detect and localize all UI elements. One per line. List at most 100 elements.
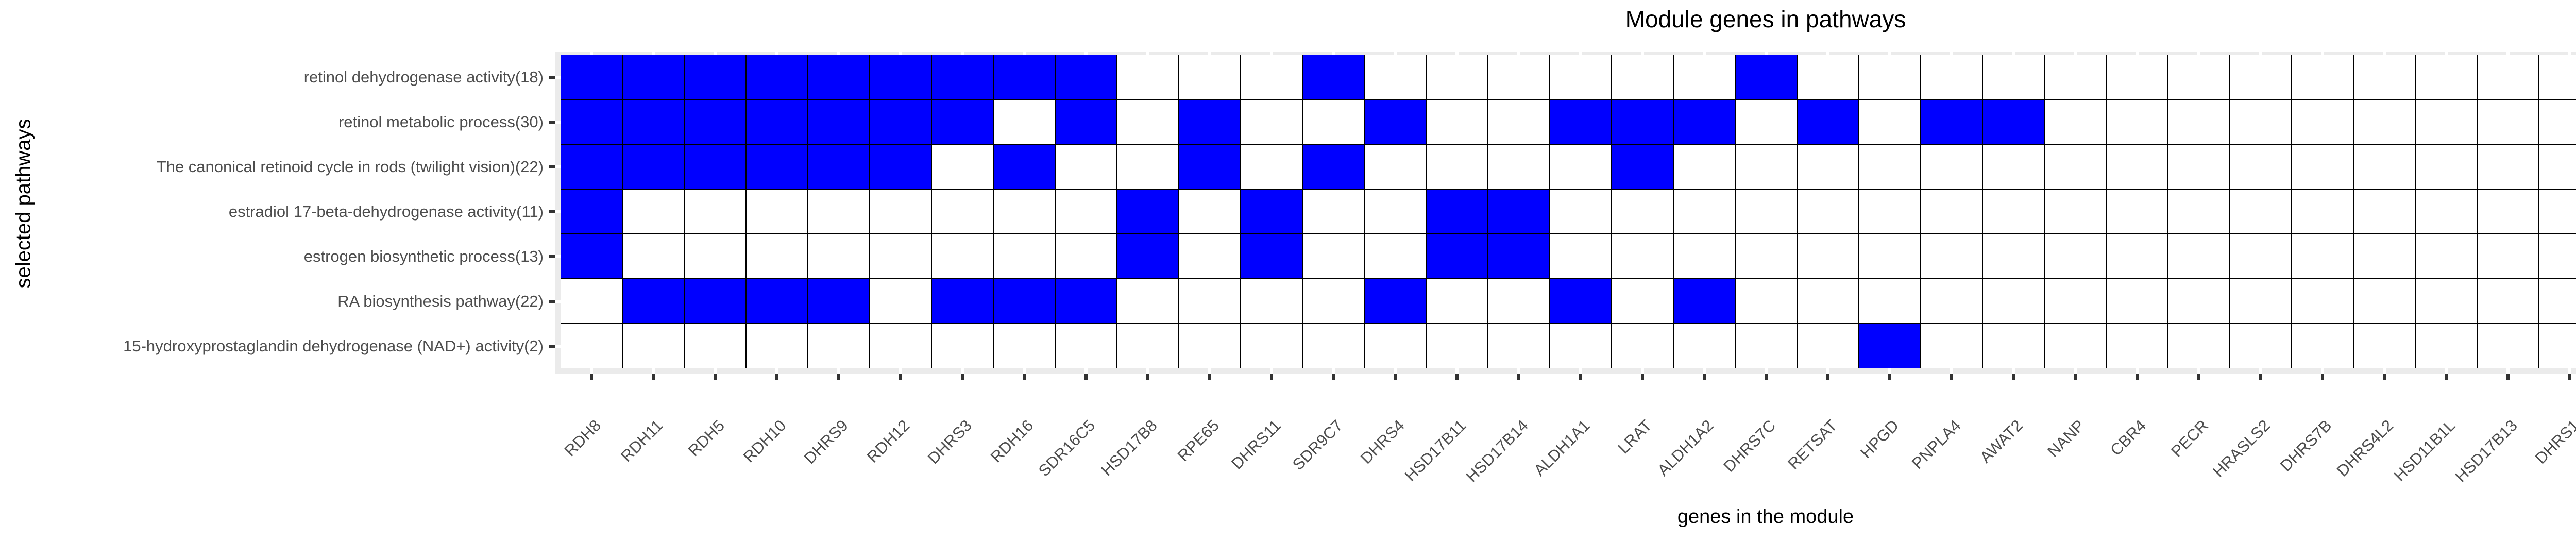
x-tick-label: PECR [2167, 416, 2212, 461]
heatmap-cell [1302, 234, 1364, 279]
x-tick [2259, 374, 2262, 380]
heatmap-cell [2353, 55, 2415, 99]
heatmap-cell [2230, 324, 2292, 368]
heatmap-cell [1117, 55, 1179, 99]
heatmap-cell [1921, 234, 1982, 279]
x-tick [1394, 374, 1397, 380]
x-tick-label: RDH12 [863, 416, 913, 466]
x-tick [590, 374, 593, 380]
x-tick-label: HSD11B1L [2390, 416, 2459, 485]
heatmap-cell [2292, 279, 2353, 324]
x-tick [2445, 374, 2448, 380]
heatmap-cell [1488, 234, 1550, 279]
x-tick-label: RPE65 [1174, 416, 1223, 465]
x-tick-label: DHRS4L2 [2333, 416, 2397, 480]
heatmap-cell [1982, 144, 2044, 189]
heatmap-cell [2106, 234, 2168, 279]
heatmap-cell [1426, 279, 1488, 324]
heatmap-cell [1302, 55, 1364, 99]
x-tick [1826, 374, 1829, 380]
x-tick-label: CBR4 [2107, 416, 2150, 460]
heatmap-cell [1859, 99, 1921, 144]
heatmap-cell [993, 189, 1055, 234]
heatmap-cell [2539, 55, 2576, 99]
heatmap-cell [2477, 234, 2539, 279]
heatmap-cell [1859, 279, 1921, 324]
x-tick [652, 374, 655, 380]
heatmap-cell [993, 234, 1055, 279]
heatmap-cell [2168, 279, 2230, 324]
y-tick-label: estradiol 17-beta-dehydrogenase activity… [228, 202, 544, 221]
heatmap-cell [2168, 55, 2230, 99]
heatmap-cell [1488, 99, 1550, 144]
y-tick-label: estrogen biosynthetic process(13) [303, 247, 544, 265]
heatmap-cell [1179, 99, 1241, 144]
x-tick-label: DHRS3 [924, 416, 975, 468]
heatmap-cell [2477, 144, 2539, 189]
heatmap-cell [2415, 144, 2477, 189]
x-tick [2197, 374, 2200, 380]
x-tick-label: HSD17B11 [1401, 416, 1470, 485]
heatmap-cell [2044, 279, 2106, 324]
heatmap-cell [1859, 144, 1921, 189]
heatmap-cell [622, 144, 684, 189]
heatmap-cell [2415, 99, 2477, 144]
heatmap-cell [2415, 189, 2477, 234]
x-tick [2321, 374, 2324, 380]
heatmap-cell [931, 279, 993, 324]
heatmap-cell [1117, 279, 1179, 324]
heatmap-cell [2230, 279, 2292, 324]
x-tick [1765, 374, 1768, 380]
heatmap-cell [2230, 144, 2292, 189]
heatmap-cell [2044, 234, 2106, 279]
heatmap-cell [931, 144, 993, 189]
heatmap-cell [2168, 144, 2230, 189]
heatmap-cell [1612, 55, 1673, 99]
heatmap-cell [622, 279, 684, 324]
x-tick-label: RDH10 [740, 416, 790, 466]
heatmap-cell [2477, 189, 2539, 234]
heatmap-cell [1921, 279, 1982, 324]
heatmap-cell [993, 55, 1055, 99]
heatmap-cell [1673, 99, 1735, 144]
heatmap-cell [1797, 99, 1859, 144]
x-tick [1888, 374, 1891, 380]
heatmap-cell [1488, 324, 1550, 368]
heatmap-cell [2292, 99, 2353, 144]
heatmap-cell [1426, 189, 1488, 234]
heatmap-cell [1612, 324, 1673, 368]
x-tick-label: HSD17B13 [2451, 416, 2521, 486]
x-tick-label: LRAT [1614, 416, 1655, 458]
heatmap-cell [561, 55, 622, 99]
heatmap-cell [2539, 189, 2576, 234]
heatmap-cell [2415, 234, 2477, 279]
heatmap-cell [1859, 55, 1921, 99]
heatmap-cell [1117, 99, 1179, 144]
heatmap-cell [1735, 189, 1797, 234]
x-tick-label: DHRS4 [1357, 416, 1408, 468]
heatmap-cell [1550, 55, 1612, 99]
heatmap-cell [2353, 324, 2415, 368]
heatmap-cell [2415, 55, 2477, 99]
heatmap-cell [1241, 279, 1302, 324]
heatmap-cell [808, 99, 870, 144]
x-tick [1579, 374, 1582, 380]
x-tick-label: RDH11 [617, 416, 666, 465]
heatmap-cell [561, 144, 622, 189]
heatmap-cell [1982, 99, 2044, 144]
y-tick-label: The canonical retinoid cycle in rods (tw… [156, 157, 544, 176]
heatmap-cell [2477, 324, 2539, 368]
heatmap-cell [1117, 189, 1179, 234]
heatmap-cell [746, 144, 808, 189]
heatmap-cell [1921, 144, 1982, 189]
heatmap-cell [931, 189, 993, 234]
heatmap-cell [2539, 279, 2576, 324]
heatmap-cell [1673, 234, 1735, 279]
heatmap-cell [1921, 324, 1982, 368]
heatmap-cell [2292, 324, 2353, 368]
x-tick [1950, 374, 1953, 380]
heatmap-cell [2353, 234, 2415, 279]
heatmap-cell [684, 234, 746, 279]
x-tick-label: ALDH1A1 [1530, 416, 1594, 480]
